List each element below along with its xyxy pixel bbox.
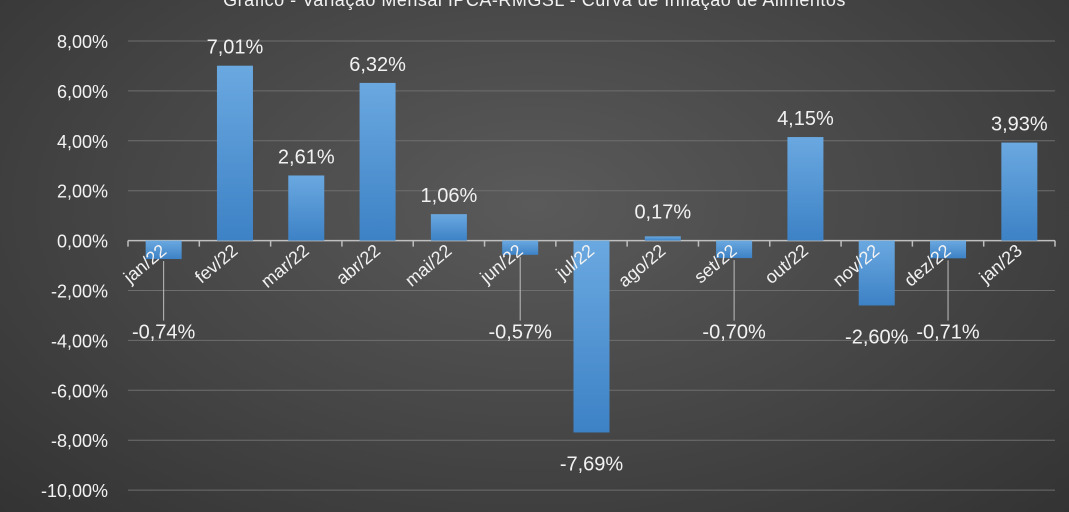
bar — [430, 214, 467, 241]
data-label: -7,69% — [560, 453, 624, 475]
y-tick-label: -2,00% — [51, 282, 108, 302]
x-tick-label: set/22 — [690, 240, 740, 287]
y-tick-label: 6,00% — [57, 82, 108, 102]
y-tick-label: 8,00% — [57, 32, 108, 52]
data-label: 0,17% — [634, 202, 691, 224]
y-tick-label: -6,00% — [51, 381, 108, 401]
bar — [858, 240, 895, 306]
bar — [288, 175, 325, 241]
data-label: 7,01% — [207, 37, 264, 59]
data-label: -0,57% — [489, 322, 553, 344]
x-tick-label: abr/22 — [332, 240, 384, 288]
y-tick-label: -10,00% — [41, 481, 108, 501]
data-label: 3,93% — [991, 114, 1048, 136]
data-label: 2,61% — [278, 146, 335, 168]
y-tick-label: 4,00% — [57, 132, 108, 152]
data-label: -0,71% — [916, 322, 980, 344]
x-tick-label: jan/23 — [975, 240, 1026, 287]
bar — [644, 236, 681, 241]
bar — [216, 65, 253, 241]
bar — [930, 240, 967, 259]
bar — [787, 137, 824, 241]
x-tick-label: mai/22 — [401, 240, 455, 290]
bar — [145, 240, 182, 260]
bar — [716, 240, 753, 259]
x-tick-label: out/22 — [761, 240, 812, 287]
data-label: 1,06% — [421, 185, 478, 207]
bar — [573, 240, 610, 433]
y-tick-label: 0,00% — [57, 232, 108, 252]
data-label: 4,15% — [777, 108, 834, 130]
data-label: -0,74% — [132, 322, 196, 344]
data-label: -2,60% — [845, 326, 909, 348]
chart-title: Gráfico - Variação Mensal IPCA-RMGSL - C… — [223, 0, 846, 10]
x-tick-label: fev/22 — [191, 240, 241, 287]
x-tick-label: ago/22 — [614, 240, 669, 291]
x-tick-label: jun/22 — [476, 240, 527, 287]
y-tick-label: -4,00% — [51, 331, 108, 351]
x-tick-label: mar/22 — [257, 240, 313, 291]
y-tick-label: 2,00% — [57, 182, 108, 202]
bar — [1001, 142, 1038, 241]
data-label: 6,32% — [349, 54, 406, 76]
bar — [502, 240, 539, 255]
bar — [359, 82, 396, 241]
data-label: -0,70% — [702, 322, 766, 344]
x-tick-label: jan/22 — [119, 240, 170, 287]
y-tick-label: -8,00% — [51, 431, 108, 451]
x-tick-label: dez/22 — [900, 240, 954, 290]
